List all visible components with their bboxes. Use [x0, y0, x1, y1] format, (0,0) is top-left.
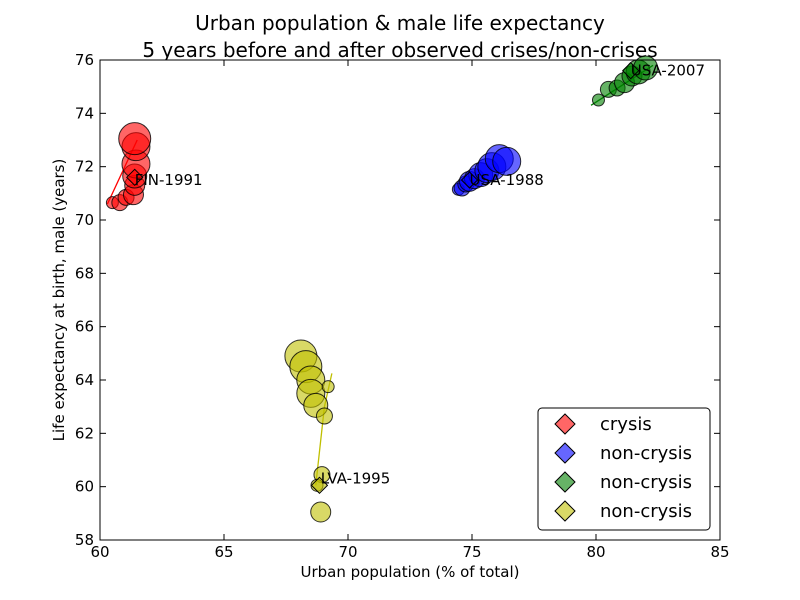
- data-point: [118, 122, 152, 156]
- event-marker: [310, 476, 329, 495]
- x-tick-label: 75: [462, 543, 481, 561]
- legend: crysis non-crysis non-crysis non-crysis: [537, 407, 711, 531]
- legend-label: non-crysis: [600, 472, 692, 493]
- y-tick-label: 70: [75, 211, 94, 229]
- x-tick-label: 60: [90, 543, 109, 561]
- legend-marker: [554, 471, 576, 493]
- y-tick-label: 74: [75, 104, 94, 122]
- x-tick-label: 85: [710, 543, 729, 561]
- data-point: [315, 407, 333, 425]
- point-annotation-2: USA-2007: [631, 62, 705, 80]
- series-1: [451, 144, 522, 197]
- event-marker: [460, 171, 479, 189]
- x-tick-label: 70: [338, 543, 357, 561]
- chart-title-line-1: Urban population & male life expectancy: [195, 11, 605, 35]
- plot-frame: [99, 59, 721, 541]
- series-3: [284, 339, 335, 523]
- y-tick-label: 66: [75, 318, 94, 336]
- legend-marker: [554, 442, 576, 464]
- series-2: [590, 55, 659, 107]
- legend-label: non-crysis: [600, 501, 692, 522]
- data-point: [310, 501, 332, 523]
- legend-marker: [554, 500, 576, 522]
- data-point: [591, 93, 605, 107]
- x-axis-label: Urban population (% of total): [301, 563, 520, 581]
- y-axis-label: Life expectancy at birth, male (years): [50, 159, 68, 442]
- y-tick-label: 72: [75, 158, 94, 176]
- legend-label: non-crysis: [600, 443, 692, 464]
- x-tick-label: 65: [214, 543, 233, 561]
- legend-marker: [554, 413, 576, 435]
- x-tick-label: 80: [586, 543, 605, 561]
- y-tick-label: 62: [75, 424, 94, 442]
- data-point: [492, 146, 522, 176]
- y-tick-label: 68: [75, 264, 94, 282]
- chart-title-line-2: 5 years before and after observed crises…: [142, 38, 657, 62]
- series-0: [105, 122, 152, 212]
- data-marks: [105, 55, 659, 523]
- y-tick-label: 76: [75, 51, 94, 69]
- event-marker: [126, 168, 144, 187]
- point-annotation-1: USA-1988: [470, 171, 544, 189]
- y-tick-label: 58: [75, 531, 94, 549]
- data-point: [321, 380, 335, 394]
- legend-label: crysis: [600, 414, 652, 435]
- point-annotation-3: LVA-1995: [321, 470, 391, 488]
- y-tick-label: 64: [75, 371, 94, 389]
- event-marker: [622, 61, 640, 80]
- legend-box: [537, 407, 711, 531]
- y-tick-label: 60: [75, 478, 94, 496]
- point-annotation-0: FIN-1991: [135, 171, 203, 189]
